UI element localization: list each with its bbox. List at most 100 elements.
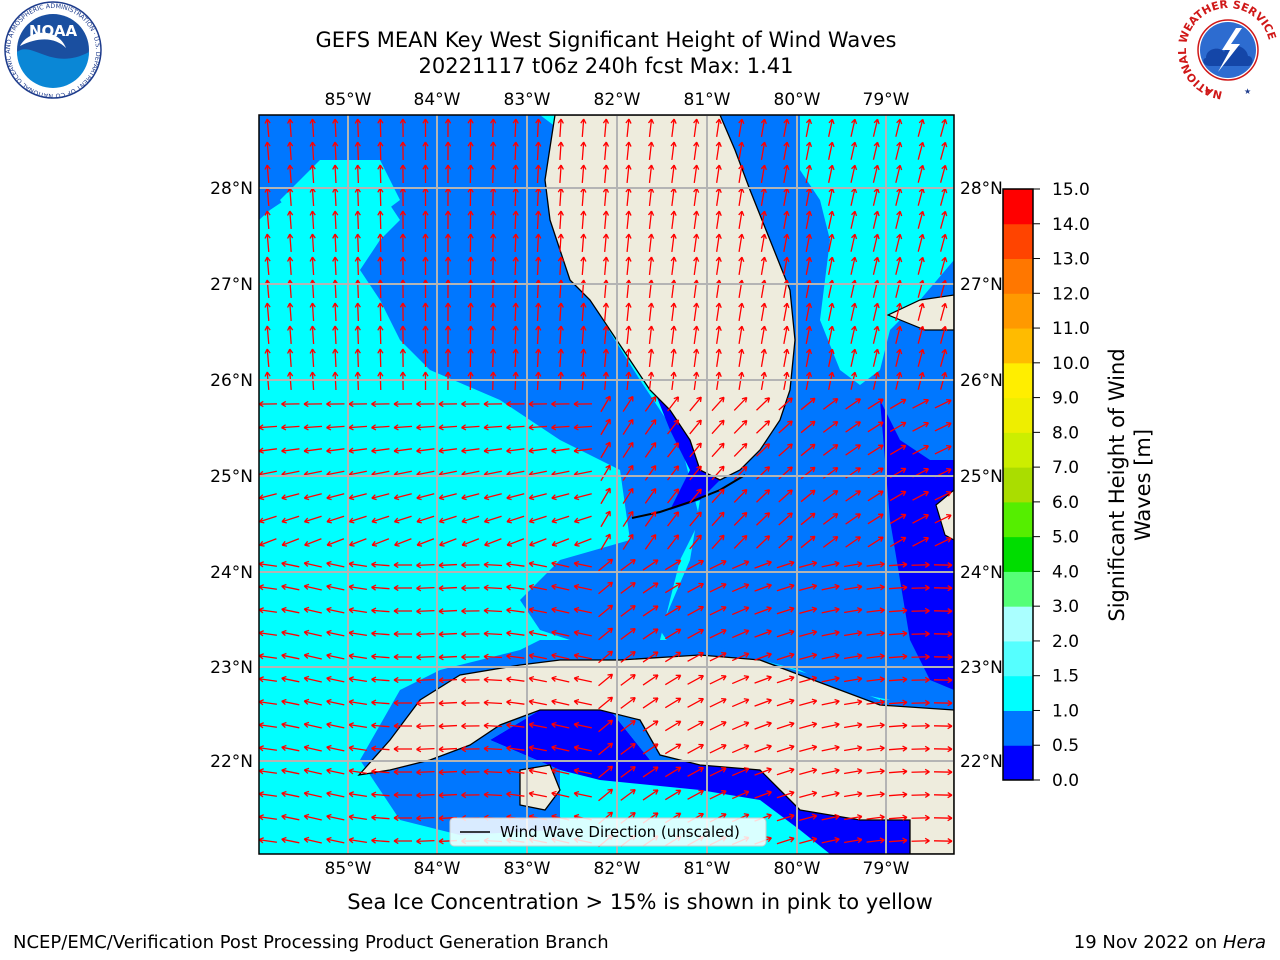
wind-arrow (416, 723, 435, 730)
wind-arrow (805, 141, 813, 160)
wind-arrow (512, 302, 519, 322)
lat-label-left: 24°N (210, 563, 253, 583)
wind-arrow (416, 769, 435, 776)
wind-arrow (416, 400, 435, 408)
wind-arrow (844, 768, 863, 775)
wind-arrow (895, 256, 903, 275)
wind-arrow (760, 118, 767, 137)
wind-arrow (620, 581, 636, 594)
wind-arrow (821, 767, 840, 775)
wind-arrow (461, 493, 480, 501)
wind-arrow (580, 348, 587, 368)
wind-arrow (528, 515, 547, 524)
wind-arrow (580, 164, 587, 184)
wind-arrow (348, 607, 367, 614)
wind-arrow (573, 424, 593, 431)
wind-arrow (309, 210, 316, 230)
wind-arrow (535, 164, 542, 184)
colorbar-segment (1003, 571, 1033, 607)
wind-arrow (598, 765, 614, 779)
wind-arrow (393, 791, 413, 799)
wind-arrow (528, 698, 547, 706)
wind-arrow (783, 325, 790, 344)
wind-arrow (642, 789, 659, 801)
wind-arrow (422, 233, 429, 253)
wind-arrow (303, 790, 322, 798)
lon-label-bottom: 84°W (414, 859, 461, 879)
wind-arrow (309, 348, 316, 368)
wind-arrow (693, 233, 700, 253)
wind-arrow (393, 676, 413, 684)
wind-arrow (551, 721, 570, 729)
colorbar-segment (1003, 536, 1033, 572)
wind-arrow (573, 447, 593, 454)
wind-arrow (845, 536, 861, 548)
wind-arrow (371, 768, 390, 775)
wind-arrow (557, 164, 564, 184)
wave-cyan-patch-nw (280, 160, 400, 230)
wind-arrow (693, 256, 700, 276)
wind-arrow (933, 630, 953, 638)
wind-arrow (461, 722, 480, 730)
wind-arrow (438, 400, 458, 408)
colorbar-frame (1002, 188, 1034, 781)
wind-arrow (642, 605, 659, 617)
wind-arrow (264, 210, 271, 230)
wind-arrow (872, 233, 880, 252)
wind-arrow (438, 562, 458, 569)
wind-arrow (866, 722, 885, 729)
wind-arrow (602, 302, 610, 322)
wind-arrow (529, 538, 547, 547)
wind-arrow (664, 628, 682, 640)
wind-arrow (461, 584, 480, 592)
wind-arrow (528, 721, 547, 729)
lon-label-top: 80°W (774, 90, 821, 110)
wind-arrow (286, 325, 294, 345)
wind-arrow (264, 233, 271, 253)
wind-arrow (917, 210, 925, 229)
colorbar-segment (1003, 710, 1033, 746)
wind-arrow (309, 118, 316, 138)
wind-arrow (483, 493, 502, 501)
wind-arrow (467, 141, 474, 161)
wind-arrow (259, 515, 277, 524)
colorbar-segment (1003, 467, 1033, 503)
colorbar-tick-label: 10.0 (1052, 354, 1090, 374)
wind-arrow (461, 768, 480, 776)
wind-arrow (490, 325, 497, 345)
wind-arrow (438, 746, 458, 753)
wind-arrow (506, 791, 525, 798)
wind-arrow (490, 233, 497, 253)
wind-arrow (689, 396, 702, 412)
wind-arrow (731, 721, 750, 731)
wind-arrow (528, 447, 548, 454)
wind-arrow (303, 606, 322, 614)
wind-arrow (738, 164, 745, 183)
wind-arrow (667, 465, 680, 481)
wind-arrow (888, 607, 908, 614)
wind-arrow (573, 790, 592, 798)
wind-arrow (647, 325, 655, 345)
lon-label-bottom: 82°W (594, 859, 641, 879)
wind-arrow (828, 325, 835, 344)
lon-label-bottom: 79°W (863, 859, 910, 879)
wind-arrow (393, 424, 413, 431)
wind-arrow (303, 836, 322, 844)
lat-label-right: 22°N (960, 752, 1003, 772)
wind-arrow (738, 325, 745, 344)
wind-arrow (371, 424, 390, 431)
wind-arrow (756, 535, 771, 549)
wind-arrow (754, 583, 772, 592)
wind-arrow (326, 560, 345, 568)
wind-arrow (867, 536, 884, 548)
wind-arrow (799, 813, 818, 821)
wind-arrow (354, 325, 361, 345)
wind-arrow (733, 419, 748, 434)
wind-arrow (933, 722, 953, 730)
wind-arrow (326, 744, 345, 752)
wind-arrow (354, 233, 361, 253)
wind-arrow (393, 768, 413, 776)
wind-arrow (528, 629, 547, 637)
wind-arrow (580, 256, 587, 276)
wind-arrow (512, 325, 519, 345)
